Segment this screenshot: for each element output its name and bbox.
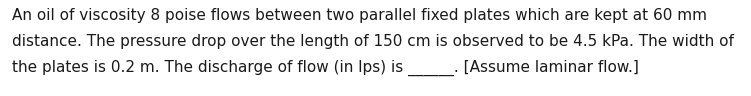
Text: the plates is 0.2 m. The discharge of flow (in lps) is ______. [Assume laminar f: the plates is 0.2 m. The discharge of fl… [12,59,639,76]
Text: An oil of viscosity 8 poise flows between two parallel fixed plates which are ke: An oil of viscosity 8 poise flows betwee… [12,8,707,23]
Text: distance. The pressure drop over the length of 150 cm is observed to be 4.5 kPa.: distance. The pressure drop over the len… [12,34,734,49]
